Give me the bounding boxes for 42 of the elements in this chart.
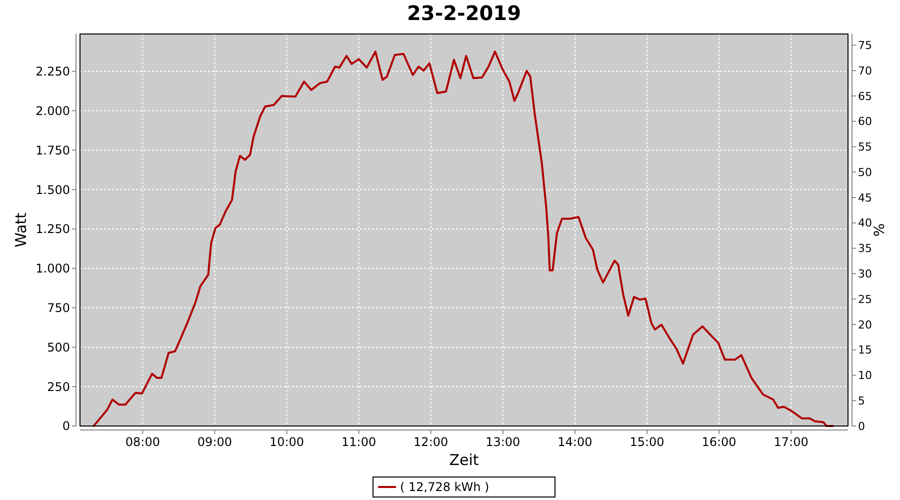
y-tick-label: 1.750 bbox=[36, 143, 70, 158]
y2-tick-label: 0 bbox=[858, 420, 865, 433]
x-tick-label: 15:00 bbox=[630, 435, 664, 449]
x-tick-label: 14:00 bbox=[558, 435, 592, 449]
y2-tick-label: 10 bbox=[858, 369, 872, 382]
y-tick-label: 500 bbox=[47, 340, 70, 354]
y-tick-label: 250 bbox=[47, 380, 70, 394]
y2-tick-label: 65 bbox=[858, 90, 872, 103]
y2-tick-label: 50 bbox=[858, 166, 872, 179]
y2-tick-label: 35 bbox=[858, 242, 872, 256]
x-tick-label: 11:00 bbox=[342, 435, 376, 449]
x-tick-label: 17:00 bbox=[774, 435, 808, 449]
y2-tick-label: 40 bbox=[858, 216, 872, 230]
y2-tick-label: 5 bbox=[858, 394, 865, 408]
y-tick-label: 2.000 bbox=[36, 104, 70, 118]
line-series bbox=[92, 50, 834, 427]
y2-tick-label: 55 bbox=[858, 140, 872, 154]
y2-tick-label: 25 bbox=[858, 292, 872, 306]
x-axis-title: Zeit bbox=[449, 451, 479, 469]
x-tick-label: 08:00 bbox=[125, 435, 160, 449]
y-axis-title: Watt bbox=[12, 212, 30, 248]
y-tick-label: 1.500 bbox=[36, 182, 70, 197]
y2-tick-label: 70 bbox=[858, 64, 872, 78]
x-tick-label: 12:00 bbox=[414, 435, 448, 449]
y-tick-label: 1.000 bbox=[36, 262, 70, 276]
y2-tick-label: 20 bbox=[858, 318, 872, 332]
y2-tick-label: 60 bbox=[858, 115, 872, 128]
x-tick-label: 13:00 bbox=[486, 435, 520, 449]
x-tick-label: 10:00 bbox=[269, 435, 304, 449]
y2-tick-label: 15 bbox=[858, 344, 872, 357]
legend-label: ( 12,728 kWh ) bbox=[400, 480, 490, 494]
y-tick-label: 1.250 bbox=[36, 222, 70, 236]
x-tick-label: 09:00 bbox=[197, 435, 232, 449]
y-tick-label: 2.250 bbox=[36, 64, 70, 79]
y2-tick-label: 45 bbox=[858, 191, 872, 204]
chart-title: 23-2-2019 bbox=[406, 1, 522, 25]
y2-tick-label: 75 bbox=[858, 39, 872, 52]
y2-tick-label: 30 bbox=[858, 268, 872, 281]
y2-axis-title: % bbox=[872, 223, 888, 237]
y-tick-label: 750 bbox=[47, 300, 70, 315]
x-tick-label: 16:00 bbox=[702, 435, 736, 449]
y-tick-label: 0 bbox=[62, 419, 70, 434]
